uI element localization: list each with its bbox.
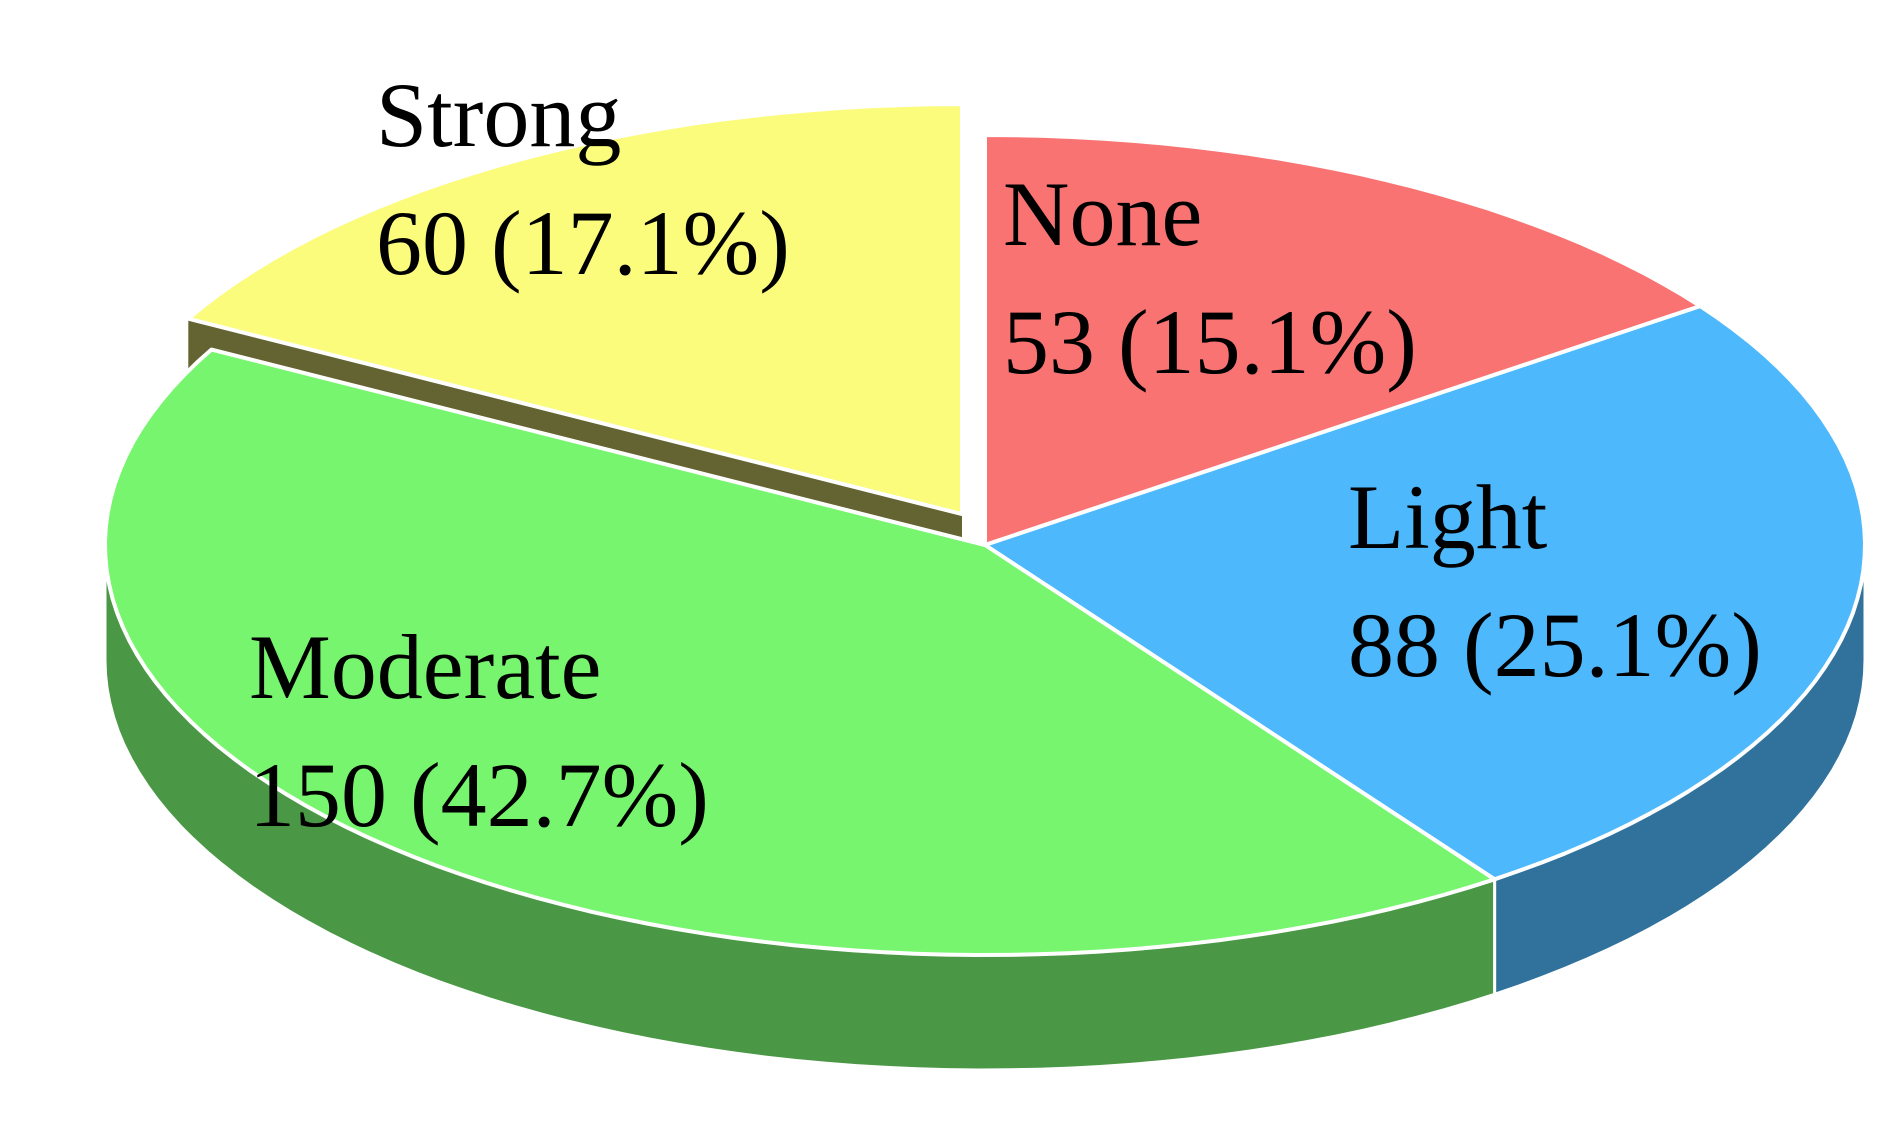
slice-label: Moderate [249,616,602,718]
slice [983,133,1703,547]
slice-value-label: 53 (15.1%) [1003,291,1417,393]
slice [186,102,964,517]
slice-label: Light [1348,466,1548,568]
slice-value-label: 150 (42.7%) [249,744,709,846]
slice [983,304,1867,882]
slice-value-label: 60 (17.1%) [376,192,790,294]
slice-value-label: 88 (25.1%) [1348,594,1762,696]
slice-label: None [1003,163,1202,265]
slice [103,347,1497,957]
slice-label: Strong [376,64,621,166]
